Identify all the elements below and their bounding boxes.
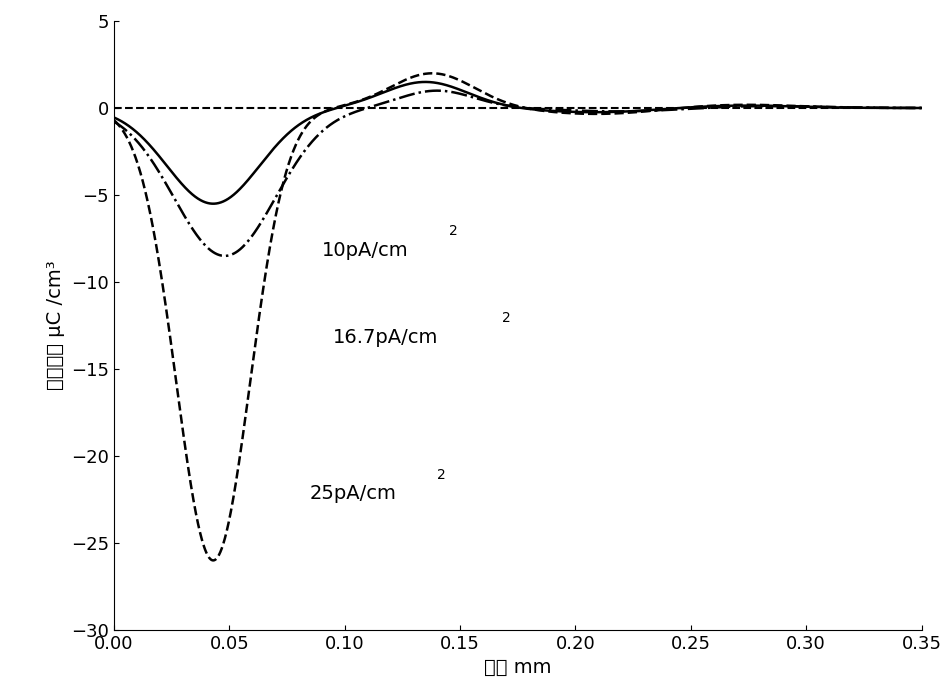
Text: 25pA/cm: 25pA/cm xyxy=(310,484,397,503)
Y-axis label: 空间电荷 μC /cm³: 空间电荷 μC /cm³ xyxy=(47,260,66,391)
Text: 2: 2 xyxy=(448,224,457,238)
Text: 10pA/cm: 10pA/cm xyxy=(322,241,408,260)
X-axis label: 厄度 mm: 厄度 mm xyxy=(484,659,552,678)
Text: 2: 2 xyxy=(437,468,446,482)
Text: 16.7pA/cm: 16.7pA/cm xyxy=(333,328,439,347)
Text: 2: 2 xyxy=(502,311,510,325)
